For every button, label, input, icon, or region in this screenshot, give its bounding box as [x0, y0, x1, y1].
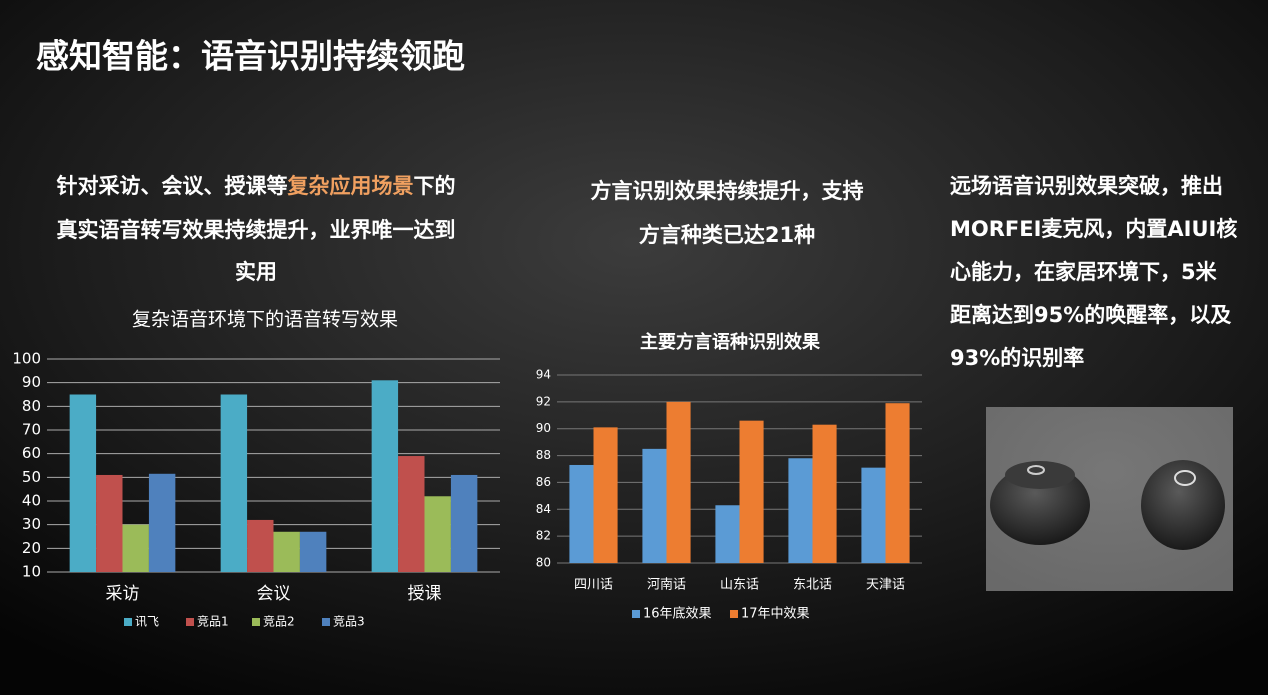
bar — [122, 524, 149, 572]
text-line: 心能力，在家居环境下，5米 — [950, 260, 1218, 284]
bar — [371, 380, 399, 572]
bar — [299, 531, 327, 572]
bar — [788, 458, 813, 563]
y-tick-label: 40 — [22, 492, 41, 510]
y-tick-label: 80 — [22, 397, 41, 415]
bar — [424, 496, 451, 572]
bar — [398, 456, 425, 572]
bar — [861, 467, 886, 563]
device-top — [1005, 461, 1075, 489]
x-tick-label: 山东话 — [720, 578, 759, 593]
device — [1141, 460, 1225, 550]
legend-swatch — [252, 618, 260, 626]
x-tick-label: 东北话 — [793, 578, 832, 593]
right-text: 远场语音识别效果突破，推出 MORFEI麦克风，内置AIUI核心能力，在家居环境下… — [950, 174, 1237, 370]
y-tick-label: 84 — [536, 502, 551, 516]
text-line: 距离达到95%的唤醒率，以及 — [950, 303, 1232, 327]
y-tick-label: 60 — [22, 444, 41, 462]
y-tick-label: 92 — [536, 394, 551, 408]
bar — [273, 531, 300, 572]
chart: 复杂语音环境下的语音转写效果 10 20 30 40 50 60 70 80 90 100 采访 会议 授… — [12, 309, 500, 629]
x-tick-label: 授课 — [408, 584, 442, 604]
bar — [715, 505, 740, 563]
y-tick-label: 88 — [536, 448, 551, 462]
text-line: 方言种类已达21种 — [639, 223, 815, 247]
chart-title: 主要方言语种识别效果 — [640, 331, 821, 353]
bar — [739, 420, 764, 563]
legend-swatch — [322, 618, 330, 626]
text-line: 93%的识别率 — [950, 346, 1084, 370]
y-tick-label: 30 — [22, 515, 41, 533]
bar — [96, 474, 123, 572]
text-line: 方言识别效果持续提升，支持 — [591, 179, 864, 203]
bar — [247, 519, 274, 572]
left-text: 实用 — [235, 260, 277, 284]
x-tick-label: 河南话 — [647, 577, 686, 593]
y-tick-label: 90 — [536, 421, 551, 435]
bar — [812, 424, 837, 563]
y-tick-label: 82 — [536, 529, 551, 543]
legend-swatch — [632, 610, 640, 618]
bar — [69, 394, 97, 572]
y-tick-label: 80 — [536, 556, 551, 570]
highlight: 复杂应用场景 — [287, 174, 414, 198]
y-tick-label: 50 — [22, 468, 41, 486]
y-tick-label: 94 — [536, 368, 551, 382]
bar — [666, 401, 691, 563]
left-text: 针对采访、会议、授课等复杂应用场景下的 — [57, 174, 456, 198]
legend-swatch — [124, 618, 132, 626]
legend-label: 竞品1 — [197, 615, 229, 629]
x-tick-label: 天津话 — [866, 578, 905, 593]
x-tick-label: 会议 — [257, 584, 291, 604]
bar — [642, 448, 667, 563]
device — [990, 465, 1090, 545]
y-tick-label: 90 — [22, 373, 41, 391]
text-line: 远场语音识别效果突破，推出 — [950, 174, 1223, 198]
text-line: MORFEI麦克风，内置AIUI核 — [950, 217, 1237, 241]
device-ring — [1027, 465, 1045, 475]
y-tick-label: 70 — [22, 421, 41, 439]
y-tick-label: 10 — [22, 563, 41, 581]
slide-title: 感知智能：语音识别持续领跑 — [36, 37, 465, 76]
product-photo — [986, 407, 1233, 591]
text-part: 针对采访、会议、授课等 — [57, 174, 288, 198]
legend-label: 16年底效果 — [643, 606, 712, 622]
device-ring — [1174, 470, 1196, 486]
legend-label: 竞品3 — [333, 615, 365, 629]
bar — [220, 394, 248, 572]
bar — [450, 474, 478, 572]
y-tick-label: 20 — [22, 539, 41, 557]
legend-swatch — [186, 618, 194, 626]
y-tick-label: 100 — [12, 350, 41, 368]
bar — [148, 473, 176, 572]
left-text: 真实语音转写效果持续提升，业界唯一达到 — [57, 218, 456, 242]
bar — [885, 403, 910, 563]
y-tick-label: 86 — [536, 475, 551, 489]
legend-label: 竞品2 — [263, 615, 295, 629]
legend-swatch — [730, 610, 738, 618]
x-tick-label: 四川话 — [574, 578, 613, 593]
chart: 主要方言语种识别效果 80 82 84 86 88 90 92 94 四川话 河南话 山东话 东北话 天津… — [536, 331, 922, 622]
legend-label: 17年中效果 — [741, 607, 810, 622]
text-part: 下的 — [414, 174, 456, 198]
legend-label: 讯飞 — [135, 615, 159, 629]
bar — [593, 427, 618, 563]
bar — [569, 464, 594, 563]
x-tick-label: 采访 — [106, 584, 140, 604]
chart-title: 复杂语音环境下的语音转写效果 — [132, 309, 398, 331]
